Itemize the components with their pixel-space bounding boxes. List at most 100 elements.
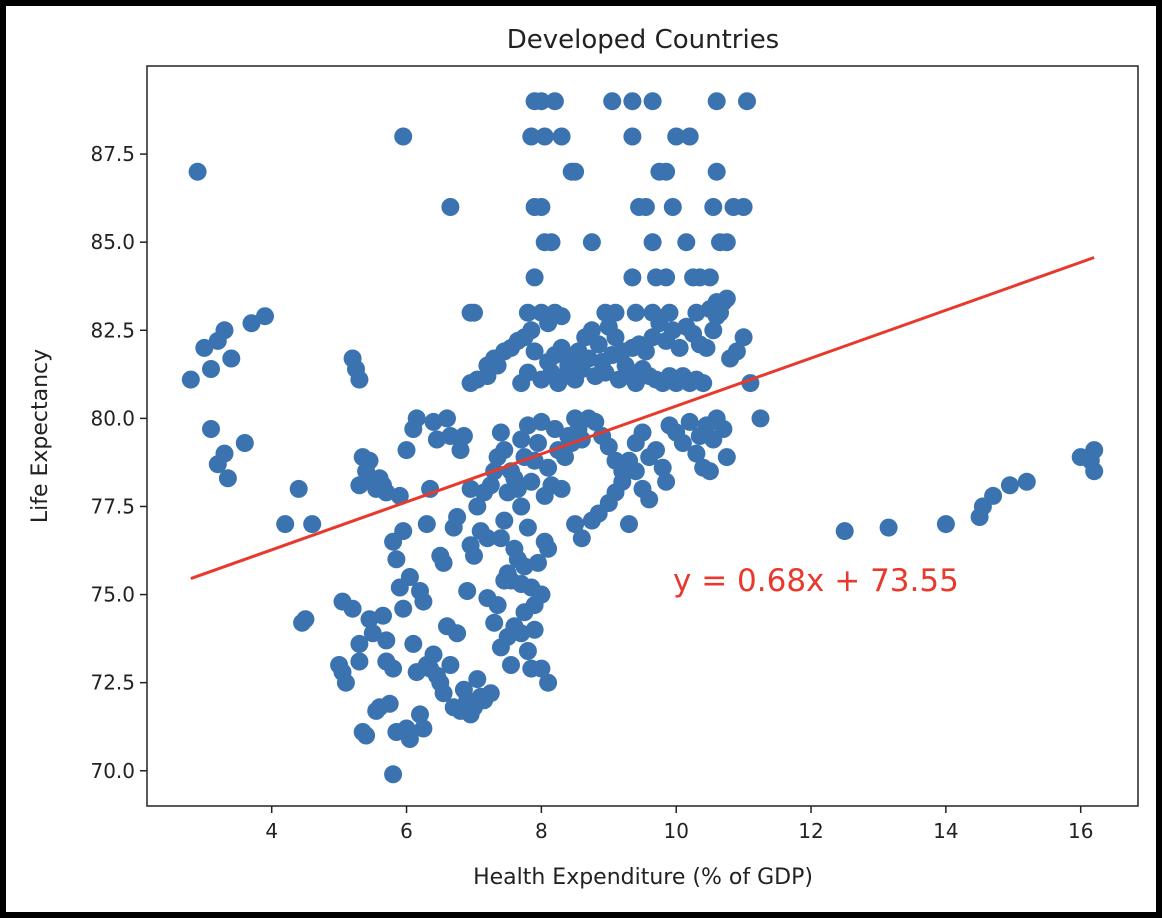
data-point — [465, 303, 483, 322]
data-point — [640, 490, 659, 509]
data-point — [202, 420, 220, 438]
data-point — [394, 599, 413, 618]
data-point — [525, 620, 544, 639]
data-point — [235, 434, 254, 452]
data-point — [360, 451, 379, 470]
data-point — [525, 342, 544, 361]
data-point — [417, 515, 436, 534]
data-point — [195, 338, 214, 357]
data-point — [397, 441, 416, 460]
data-point — [532, 412, 551, 431]
data-point — [276, 515, 295, 534]
scatter-chart: Developed Countries 4 6 8 10 12 14 16 70.0 72.5… — [28, 25, 1139, 890]
data-point — [566, 162, 585, 181]
y-tick-label: 75.0 — [90, 583, 135, 607]
y-tick-label: 82.5 — [90, 318, 135, 342]
y-tick-label: 80.0 — [90, 406, 135, 430]
data-point — [643, 303, 662, 322]
data-point — [384, 765, 403, 784]
data-point — [687, 444, 706, 463]
data-point — [478, 529, 497, 548]
data-point — [657, 472, 676, 491]
x-tick-label: 4 — [265, 819, 278, 843]
data-point — [491, 529, 510, 548]
chart-frame: Developed Countries 4 6 8 10 12 14 16 70.0 72.5… — [6, 6, 1156, 912]
data-point — [623, 127, 642, 146]
data-point — [293, 613, 312, 632]
data-point — [515, 557, 534, 576]
data-point — [700, 462, 719, 481]
data-point — [606, 328, 625, 347]
data-point — [738, 92, 756, 111]
data-point — [481, 684, 500, 703]
data-point — [215, 444, 234, 463]
data-point — [636, 342, 655, 361]
data-point — [441, 427, 460, 445]
data-point — [532, 659, 551, 678]
data-point — [441, 656, 460, 674]
data-point — [518, 642, 537, 660]
data-point — [360, 610, 379, 629]
data-point — [657, 268, 676, 287]
data-point — [620, 515, 638, 534]
data-point — [529, 434, 547, 452]
data-point — [626, 374, 645, 393]
data-point — [596, 363, 615, 382]
data-point — [188, 162, 207, 181]
data-point — [512, 575, 531, 593]
data-point — [404, 634, 423, 653]
data-point — [451, 441, 470, 460]
data-point — [623, 268, 642, 287]
data-point — [485, 613, 504, 632]
data-point — [626, 462, 645, 481]
data-point — [434, 684, 453, 703]
data-point — [518, 303, 537, 322]
data-point — [717, 233, 736, 252]
x-tick-label: 8 — [535, 819, 548, 843]
data-point — [394, 522, 413, 541]
data-point — [667, 127, 686, 146]
data-point — [350, 634, 369, 653]
data-point — [677, 233, 696, 252]
chart-title: Developed Countries — [507, 25, 779, 55]
data-point — [532, 92, 551, 111]
data-point — [522, 472, 541, 491]
data-point — [441, 198, 460, 216]
x-tick-label: 14 — [933, 819, 958, 843]
plot-border — [146, 65, 1139, 807]
data-point — [242, 314, 261, 333]
y-tick-label: 70.0 — [90, 759, 135, 783]
y-tick-label: 85.0 — [90, 230, 135, 254]
data-point — [603, 92, 622, 111]
data-point — [552, 127, 571, 146]
data-point — [218, 469, 237, 488]
data-point — [1000, 476, 1019, 495]
data-point — [343, 599, 362, 618]
data-point — [835, 522, 854, 541]
data-point — [879, 518, 898, 537]
data-point — [525, 268, 544, 287]
data-point — [256, 307, 274, 326]
data-point — [984, 486, 1003, 505]
data-point — [1085, 462, 1104, 481]
data-point — [380, 694, 399, 713]
data-point — [660, 303, 679, 322]
data-point — [1085, 441, 1104, 460]
data-point — [653, 458, 672, 477]
data-point — [414, 719, 433, 738]
data-point — [532, 585, 551, 604]
data-point — [663, 321, 682, 340]
data-point — [303, 515, 322, 534]
data-point — [613, 472, 632, 491]
data-point — [633, 423, 652, 442]
data-point — [434, 553, 453, 572]
data-point — [411, 705, 429, 724]
data-point — [468, 497, 487, 516]
data-point — [407, 409, 426, 428]
data-point — [700, 268, 719, 287]
y-axis: 70.0 72.5 75.0 77.5 80.0 82.5 85.0 87.5 — [90, 142, 147, 783]
data-point — [390, 486, 409, 505]
data-point — [599, 437, 618, 456]
data-point — [508, 479, 527, 498]
data-point — [936, 515, 955, 534]
